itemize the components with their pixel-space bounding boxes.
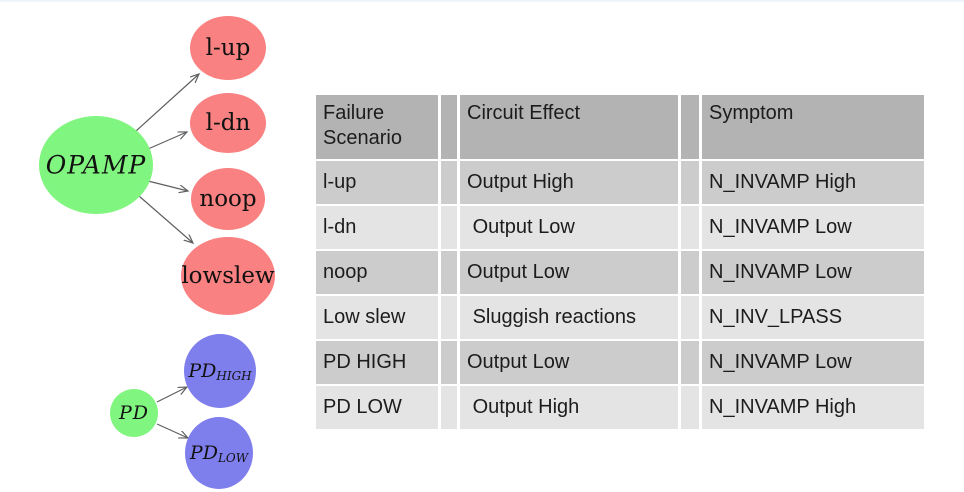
table-row: l-up Output High N_INVAMP High	[316, 161, 924, 204]
node-label-noop: noop	[199, 186, 256, 212]
cell-effect: Output High	[460, 386, 678, 429]
table-row: PD LOW Output High N_INVAMP High	[316, 386, 924, 429]
cell-scenario: l-up	[316, 161, 438, 204]
table-row: noop Output Low N_INVAMP Low	[316, 251, 924, 294]
cell-scenario: PD LOW	[316, 386, 438, 429]
table-row: Low slew Sluggish reactions N_INV_LPASS	[316, 296, 924, 339]
table-row: PD HIGH Output Low N_INVAMP Low	[316, 341, 924, 384]
arrow-opamp-to-noop	[147, 180, 188, 191]
spacer-cell	[441, 386, 457, 429]
arrow-opamp-to-ldn	[147, 132, 187, 150]
fault-tree-diagrams: OPAMP l-up l-dn noop lowslew PD PDHIGH P…	[39, 16, 275, 489]
cell-effect: Output High	[460, 161, 678, 204]
cell-symptom: N_INV_LPASS	[702, 296, 924, 339]
spacer-cell	[441, 161, 457, 204]
arrow-pd-to-pdhigh	[156, 387, 187, 403]
node-ellipse-pdhigh	[184, 334, 256, 408]
cell-symptom: N_INVAMP Low	[702, 341, 924, 384]
node-ellipse-lup	[190, 16, 266, 80]
node-label-pd: PD	[118, 402, 149, 424]
cell-scenario: Low slew	[316, 296, 438, 339]
failure-table: Failure Scenario Circuit Effect Symptom …	[313, 93, 927, 431]
spacer-cell	[681, 251, 699, 294]
spacer-cell	[441, 341, 457, 384]
node-ellipse-noop	[191, 168, 265, 230]
cell-symptom: N_INVAMP High	[702, 386, 924, 429]
node-label-ldn: l-dn	[206, 110, 251, 136]
cell-symptom: N_INVAMP High	[702, 161, 924, 204]
header-failure-scenario: Failure Scenario	[316, 95, 438, 159]
node-label-opamp: OPAMP	[46, 151, 147, 180]
node-label-pdhigh: PDHIGH	[187, 360, 252, 383]
arrow-pd-to-pdlow	[156, 423, 188, 438]
node-label-lup: l-up	[206, 35, 251, 61]
cell-effect: Output Low	[460, 251, 678, 294]
cell-symptom: N_INVAMP Low	[702, 206, 924, 249]
spacer-cell	[681, 296, 699, 339]
node-label-lowslew: lowslew	[181, 263, 275, 289]
spacer-cell	[441, 206, 457, 249]
spacer-cell	[681, 95, 699, 159]
node-ellipse-opamp	[39, 116, 153, 214]
top-edge-highlight	[0, 0, 964, 3]
cell-scenario: PD HIGH	[316, 341, 438, 384]
table-header-row: Failure Scenario Circuit Effect Symptom	[316, 95, 924, 159]
spacer-cell	[441, 251, 457, 294]
spacer-cell	[681, 206, 699, 249]
cell-effect: Output Low	[460, 341, 678, 384]
arrow-opamp-to-lup	[135, 74, 199, 132]
cell-scenario: l-dn	[316, 206, 438, 249]
header-circuit-effect: Circuit Effect	[460, 95, 678, 159]
cell-effect: Output Low	[460, 206, 678, 249]
spacer-cell	[441, 296, 457, 339]
cell-effect: Sluggish reactions	[460, 296, 678, 339]
node-ellipse-ldn	[190, 93, 266, 153]
spacer-cell	[681, 161, 699, 204]
spacer-cell	[441, 95, 457, 159]
spacer-cell	[681, 341, 699, 384]
table-row: l-dn Output Low N_INVAMP Low	[316, 206, 924, 249]
node-label-pdlow: PDLOW	[189, 442, 250, 465]
node-ellipse-pd	[110, 389, 158, 437]
node-ellipse-pdlow	[185, 417, 253, 489]
cell-symptom: N_INVAMP Low	[702, 251, 924, 294]
spacer-cell	[681, 386, 699, 429]
header-symptom: Symptom	[702, 95, 924, 159]
cell-scenario: noop	[316, 251, 438, 294]
node-ellipse-lowslew	[181, 237, 275, 315]
arrow-opamp-to-lowslew	[138, 195, 193, 243]
